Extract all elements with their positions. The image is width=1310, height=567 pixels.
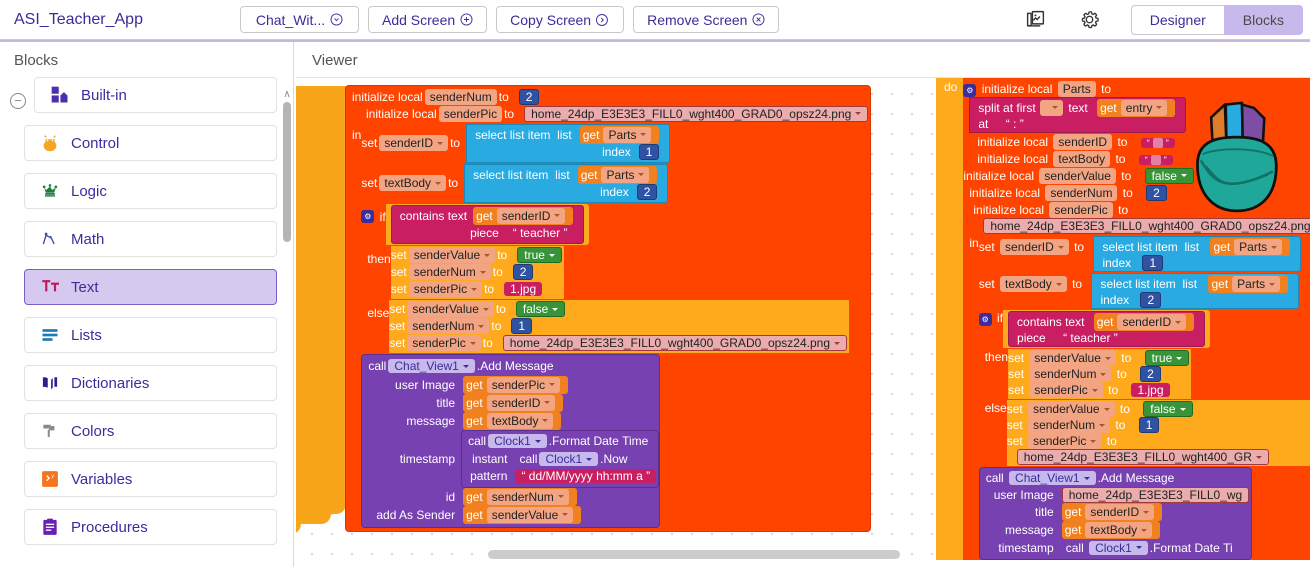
svg-text:y: y [51,473,54,479]
